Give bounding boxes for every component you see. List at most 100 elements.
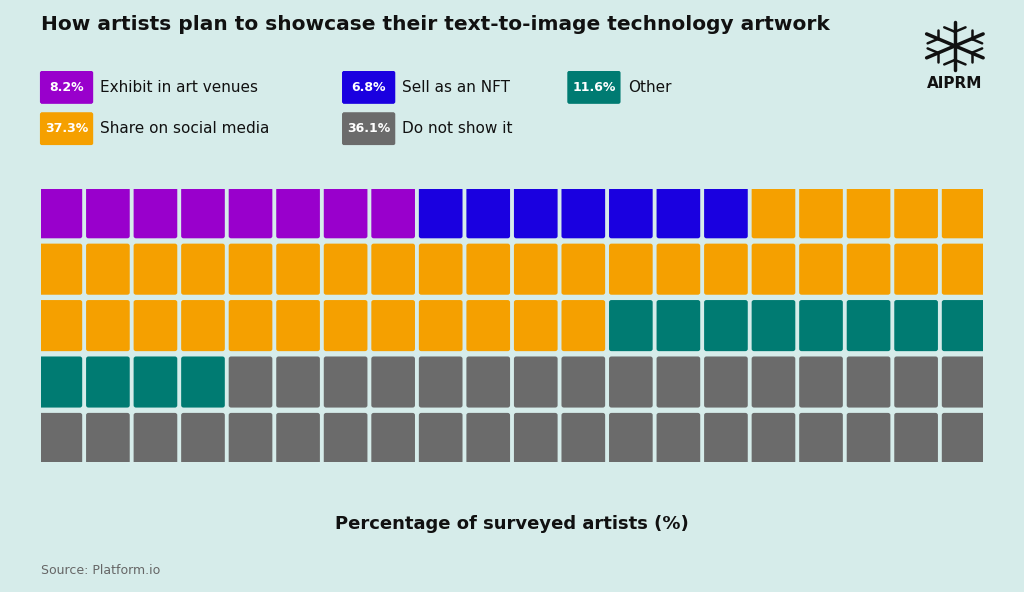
FancyBboxPatch shape	[561, 300, 605, 351]
FancyBboxPatch shape	[39, 187, 82, 239]
FancyBboxPatch shape	[514, 187, 558, 239]
FancyBboxPatch shape	[86, 300, 130, 351]
FancyBboxPatch shape	[705, 413, 748, 464]
FancyBboxPatch shape	[86, 413, 130, 464]
FancyBboxPatch shape	[181, 244, 225, 295]
Text: Sell as an NFT: Sell as an NFT	[402, 80, 510, 95]
FancyBboxPatch shape	[705, 244, 748, 295]
FancyBboxPatch shape	[276, 244, 319, 295]
FancyBboxPatch shape	[942, 413, 985, 464]
FancyBboxPatch shape	[847, 356, 891, 407]
FancyBboxPatch shape	[466, 356, 510, 407]
FancyBboxPatch shape	[181, 300, 225, 351]
FancyBboxPatch shape	[561, 244, 605, 295]
FancyBboxPatch shape	[40, 71, 93, 104]
FancyBboxPatch shape	[752, 300, 796, 351]
FancyBboxPatch shape	[894, 244, 938, 295]
FancyBboxPatch shape	[847, 300, 891, 351]
FancyBboxPatch shape	[133, 356, 177, 407]
FancyBboxPatch shape	[39, 244, 82, 295]
FancyBboxPatch shape	[324, 187, 368, 239]
FancyBboxPatch shape	[609, 300, 652, 351]
Text: 11.6%: 11.6%	[572, 81, 615, 94]
FancyBboxPatch shape	[466, 300, 510, 351]
FancyBboxPatch shape	[39, 356, 82, 407]
FancyBboxPatch shape	[514, 413, 558, 464]
FancyBboxPatch shape	[419, 244, 463, 295]
FancyBboxPatch shape	[276, 413, 319, 464]
FancyBboxPatch shape	[86, 356, 130, 407]
FancyBboxPatch shape	[799, 300, 843, 351]
FancyBboxPatch shape	[372, 300, 415, 351]
FancyBboxPatch shape	[86, 187, 130, 239]
FancyBboxPatch shape	[609, 187, 652, 239]
Text: AIPRM: AIPRM	[927, 76, 982, 91]
FancyBboxPatch shape	[514, 244, 558, 295]
FancyBboxPatch shape	[41, 112, 92, 145]
FancyBboxPatch shape	[656, 244, 700, 295]
FancyBboxPatch shape	[705, 187, 748, 239]
FancyBboxPatch shape	[799, 244, 843, 295]
FancyBboxPatch shape	[609, 413, 652, 464]
FancyBboxPatch shape	[561, 187, 605, 239]
FancyBboxPatch shape	[41, 71, 92, 104]
FancyBboxPatch shape	[324, 300, 368, 351]
FancyBboxPatch shape	[894, 356, 938, 407]
FancyBboxPatch shape	[372, 244, 415, 295]
FancyBboxPatch shape	[752, 187, 796, 239]
FancyBboxPatch shape	[86, 244, 130, 295]
FancyBboxPatch shape	[419, 413, 463, 464]
Text: Other: Other	[628, 80, 671, 95]
FancyBboxPatch shape	[39, 300, 82, 351]
FancyBboxPatch shape	[705, 300, 748, 351]
FancyBboxPatch shape	[324, 244, 368, 295]
FancyBboxPatch shape	[39, 413, 82, 464]
FancyBboxPatch shape	[228, 413, 272, 464]
FancyBboxPatch shape	[40, 112, 93, 145]
FancyBboxPatch shape	[276, 356, 319, 407]
FancyBboxPatch shape	[567, 71, 621, 104]
FancyBboxPatch shape	[133, 300, 177, 351]
FancyBboxPatch shape	[847, 244, 891, 295]
FancyBboxPatch shape	[942, 300, 985, 351]
FancyBboxPatch shape	[894, 300, 938, 351]
FancyBboxPatch shape	[609, 356, 652, 407]
FancyBboxPatch shape	[419, 356, 463, 407]
FancyBboxPatch shape	[342, 112, 395, 145]
FancyBboxPatch shape	[276, 187, 319, 239]
FancyBboxPatch shape	[133, 244, 177, 295]
Text: Share on social media: Share on social media	[100, 121, 269, 136]
Text: How artists plan to showcase their text-to-image technology artwork: How artists plan to showcase their text-…	[41, 15, 829, 34]
FancyBboxPatch shape	[942, 187, 985, 239]
FancyBboxPatch shape	[847, 187, 891, 239]
FancyBboxPatch shape	[343, 71, 394, 104]
FancyBboxPatch shape	[181, 187, 225, 239]
FancyBboxPatch shape	[466, 187, 510, 239]
FancyBboxPatch shape	[276, 300, 319, 351]
FancyBboxPatch shape	[228, 244, 272, 295]
FancyBboxPatch shape	[656, 413, 700, 464]
FancyBboxPatch shape	[228, 187, 272, 239]
FancyBboxPatch shape	[847, 413, 891, 464]
FancyBboxPatch shape	[799, 187, 843, 239]
FancyBboxPatch shape	[514, 356, 558, 407]
FancyBboxPatch shape	[799, 413, 843, 464]
FancyBboxPatch shape	[514, 300, 558, 351]
FancyBboxPatch shape	[656, 187, 700, 239]
FancyBboxPatch shape	[752, 413, 796, 464]
Text: 37.3%: 37.3%	[45, 123, 88, 135]
FancyBboxPatch shape	[181, 356, 225, 407]
Text: Percentage of surveyed artists (%): Percentage of surveyed artists (%)	[335, 515, 689, 533]
FancyBboxPatch shape	[799, 356, 843, 407]
FancyBboxPatch shape	[705, 356, 748, 407]
FancyBboxPatch shape	[752, 356, 796, 407]
Text: 36.1%: 36.1%	[347, 123, 390, 135]
FancyBboxPatch shape	[372, 413, 415, 464]
FancyBboxPatch shape	[419, 300, 463, 351]
FancyBboxPatch shape	[133, 187, 177, 239]
FancyBboxPatch shape	[752, 244, 796, 295]
FancyBboxPatch shape	[324, 356, 368, 407]
FancyBboxPatch shape	[181, 413, 225, 464]
FancyBboxPatch shape	[419, 187, 463, 239]
FancyBboxPatch shape	[466, 244, 510, 295]
